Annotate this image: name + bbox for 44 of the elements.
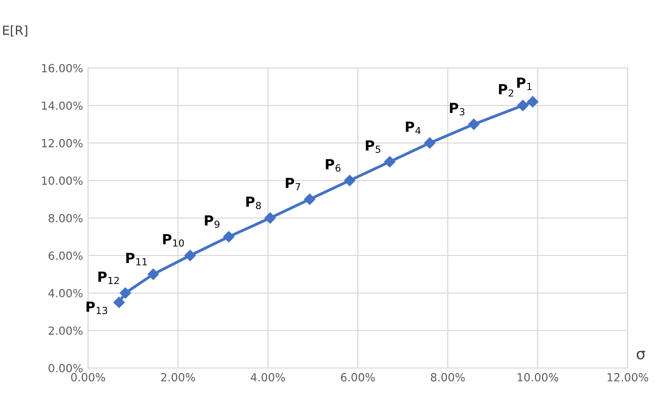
annotation: P$_{7}$ xyxy=(286,178,300,190)
point xyxy=(264,212,276,224)
y-tick-label: 14.00% xyxy=(42,101,83,110)
point xyxy=(384,156,396,168)
annotation: P$_{11}$ xyxy=(126,252,147,266)
point xyxy=(517,100,528,112)
point xyxy=(344,174,356,186)
annotation: P$_{6}$ xyxy=(326,159,340,172)
annotation: P$_{4}$ xyxy=(406,122,421,134)
y-tick-label: 0.00% xyxy=(48,364,83,372)
x-tick-label: 4.00% xyxy=(250,373,285,382)
y-tick-label: 2.00% xyxy=(48,326,83,335)
point xyxy=(148,268,159,280)
x-tick-label: 8.00% xyxy=(430,373,465,382)
y-axis-title: E[R] xyxy=(3,25,28,36)
point xyxy=(468,118,480,130)
x-tick-label: 10.00% xyxy=(518,373,558,382)
x-tick-label: 0.00% xyxy=(71,373,106,382)
x-axis-title: σ xyxy=(636,350,646,360)
point xyxy=(223,231,234,242)
x-tick-label: 2.00% xyxy=(161,373,196,382)
x-tick-label: 6.00% xyxy=(340,373,375,382)
annotation: P$_{12}$ xyxy=(98,272,119,284)
y-tick-label: 6.00% xyxy=(48,251,83,260)
point xyxy=(304,194,316,205)
annotation: P$_{1}$ xyxy=(517,78,532,90)
annotation: P$_{3}$ xyxy=(450,102,464,116)
point xyxy=(527,96,538,108)
annotation: P$_{10}$ xyxy=(163,234,184,247)
y-tick-label: 8.00% xyxy=(48,214,83,222)
annotation: P$_{13}$ xyxy=(86,302,108,314)
y-tick-label: 16.00% xyxy=(42,64,83,72)
point xyxy=(113,296,125,308)
y-tick-label: 10.00% xyxy=(42,176,83,185)
y-tick-label: 4.00% xyxy=(48,288,83,298)
annotation: P$_{2}$ xyxy=(498,84,514,97)
annotation: P$_{5}$ xyxy=(366,140,380,153)
point xyxy=(424,137,436,149)
annotation: P$_{8}$ xyxy=(246,196,261,210)
annotation: P$_{9}$ xyxy=(204,215,220,228)
point xyxy=(184,250,196,262)
y-tick-label: 12.00% xyxy=(42,138,83,148)
point xyxy=(120,287,131,299)
x-tick-label: 12.00% xyxy=(608,373,648,382)
